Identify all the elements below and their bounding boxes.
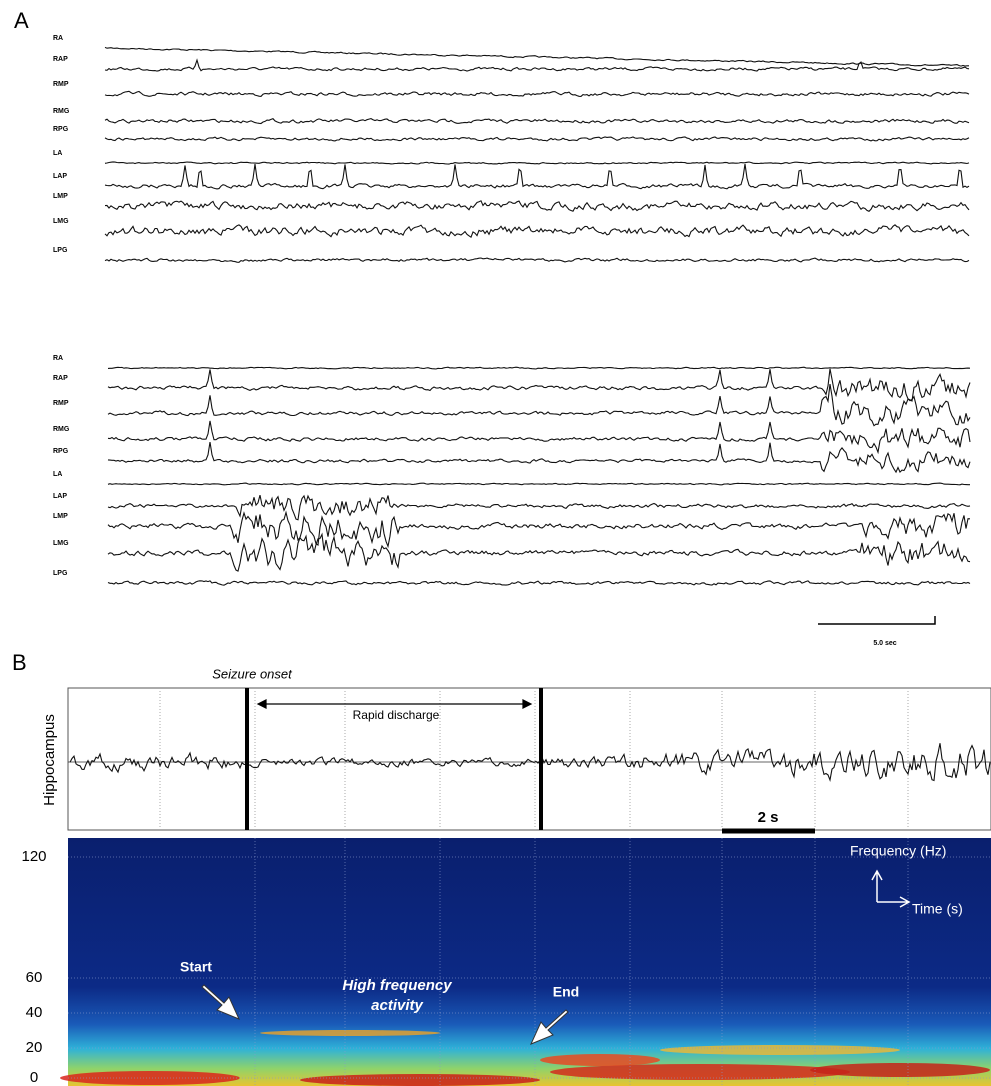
eeg-frame [67,687,991,831]
trace [107,366,971,370]
trace [104,90,970,97]
scale-label: 2 s [758,809,779,826]
channel-label: LAP [53,493,67,500]
channel-label: RAP [53,375,68,382]
channel-label: LA [53,471,62,478]
scale-label: 5.0 sec [873,640,896,647]
panel-label: B [12,650,27,675]
trace [104,200,970,212]
discharge-arrow [256,699,533,709]
hippocampus-trace [69,743,991,782]
activity-blob [660,1045,900,1055]
y-tick-label: 40 [26,1004,43,1021]
trace [104,46,969,67]
trace [69,743,991,782]
channel-label: RMG [53,426,70,433]
channel-label: RA [53,355,63,362]
grid [68,838,991,1086]
trace [107,368,971,402]
channel-label: RAP [53,56,68,63]
channel-label: RPG [53,448,69,455]
y-tick-label: 60 [26,969,43,986]
trace [107,384,971,427]
trace [107,494,971,521]
end-label: End [553,984,579,1000]
channel-label: LPG [53,247,68,254]
y-tick-label: 20 [26,1039,43,1056]
trace [104,58,970,72]
end-arrow [530,1009,569,1045]
y-ticks: 120 60 40 20 0 [21,848,46,1086]
trace [104,257,970,263]
y-tick-label: 120 [21,848,46,865]
hfa-label: High frequency [342,977,452,994]
activity-blob [540,1054,660,1066]
activity-blob [550,1064,850,1080]
channel-label: LPG [53,570,68,577]
start-arrow [201,984,240,1020]
channel-label: RA [53,35,63,42]
trace [104,136,970,142]
trace [107,420,971,455]
channel-label: LMP [53,513,68,520]
channel-label: LMG [53,540,69,547]
scale-bar [818,616,936,625]
channel-label: RMP [53,81,69,88]
trace [107,442,971,474]
trace [104,224,970,239]
y-tick-label: 0 [30,1069,38,1086]
axes-icon [871,869,911,908]
hfa-label: activity [371,997,423,1014]
discharge-label: Rapid discharge [353,708,440,722]
trace [107,482,970,486]
upper-traces: RA RAP RMP RMG RPG LA LAP LMP LMG LPG [53,35,970,263]
channel-label: LA [53,150,62,157]
channel-label: RPG [53,126,69,133]
trace [104,163,970,190]
trace [104,118,970,125]
activity-blob [810,1063,990,1077]
activity-blob [300,1074,540,1086]
time-label: Time (s) [912,901,963,917]
panel-label: A [14,8,29,33]
trace [104,161,970,165]
seizure-onset: Seizure onset [212,666,293,681]
channel-label: LMG [53,218,69,225]
channel-label: LMP [53,193,68,200]
spectrogram [68,838,991,1086]
channel-label: RMG [53,108,70,115]
trace [107,510,971,549]
channel-label: LAP [53,173,67,180]
frequency-label: Frequency (Hz) [850,843,946,859]
trace-label: Hippocampus [41,714,58,806]
trace [107,532,971,572]
channel-label: RMP [53,400,69,407]
trace [107,580,971,586]
start-label: Start [180,959,212,975]
activity-blob [260,1030,440,1036]
lower-traces: RA RAP RMP RMG RPG LA LAP LMP LMG LPG [53,355,971,586]
